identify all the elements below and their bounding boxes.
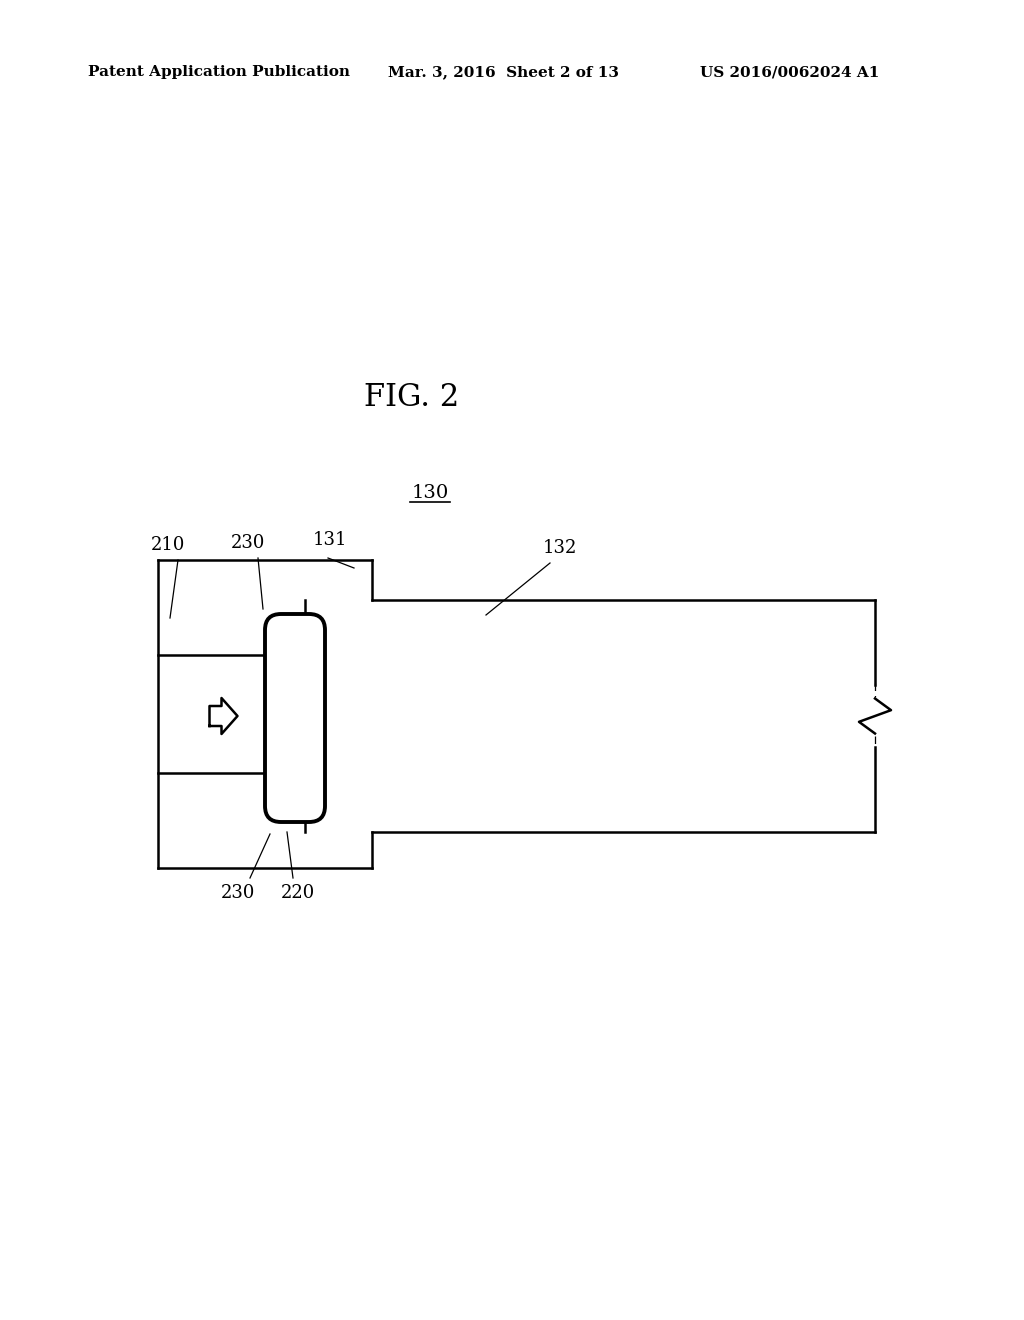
Text: FIG. 2: FIG. 2	[365, 383, 460, 413]
Text: 131: 131	[312, 531, 347, 549]
Text: 210: 210	[151, 536, 185, 554]
Text: Mar. 3, 2016  Sheet 2 of 13: Mar. 3, 2016 Sheet 2 of 13	[388, 65, 618, 79]
Text: 230: 230	[221, 884, 255, 902]
Text: US 2016/0062024 A1: US 2016/0062024 A1	[700, 65, 880, 79]
Text: Patent Application Publication: Patent Application Publication	[88, 65, 350, 79]
FancyBboxPatch shape	[265, 614, 325, 822]
Text: 130: 130	[412, 484, 449, 502]
Text: 132: 132	[543, 539, 578, 557]
Text: 230: 230	[230, 535, 265, 552]
Text: 220: 220	[281, 884, 315, 902]
